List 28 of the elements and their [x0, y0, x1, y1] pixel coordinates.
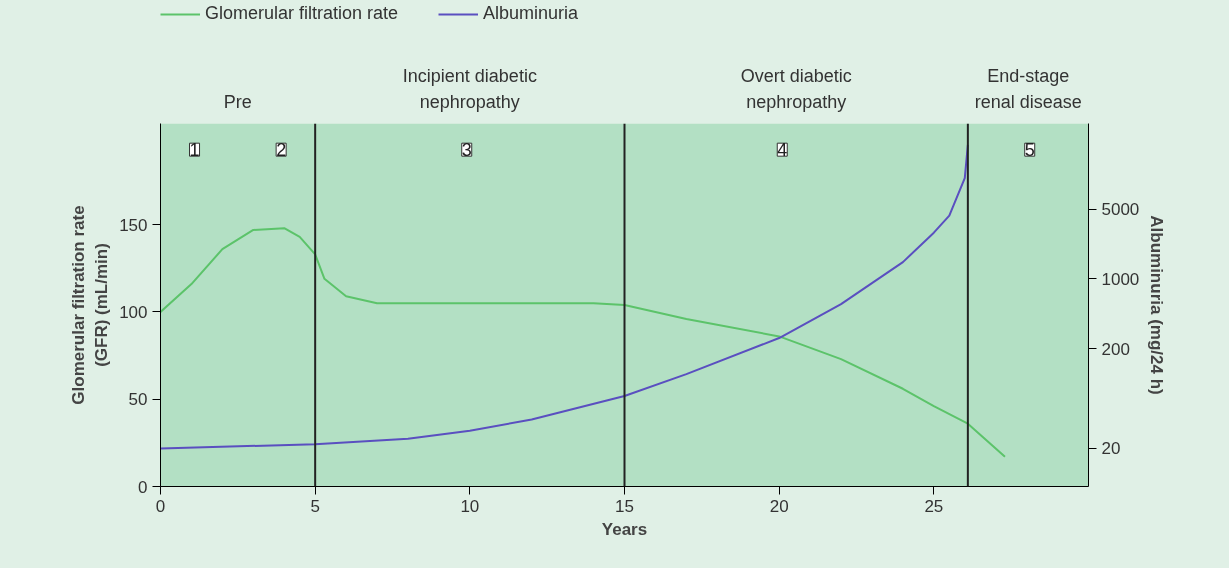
y2-tick-label: 200: [1101, 339, 1130, 359]
x-tick-label: 0: [155, 496, 166, 516]
annotation: 2: [276, 140, 287, 161]
legend-label: Glomerular filtration rate: [205, 3, 399, 24]
x-tick-label: 20: [769, 496, 789, 516]
y-tick-label: 50: [128, 390, 148, 410]
band-label: Overt diabetic nephropathy: [740, 65, 852, 112]
y2-tick-label: 5000: [1101, 200, 1140, 220]
y2-tick-label: 20: [1101, 439, 1121, 459]
x-tick-label: 25: [924, 496, 944, 516]
line-series: [160, 227, 1006, 458]
band-label: Pre: [223, 91, 252, 112]
annotation: 3: [461, 140, 472, 161]
y2-tick-label: 1000: [1101, 269, 1140, 289]
y-tick-label: 0: [138, 477, 148, 497]
x-tick-label: 5: [310, 496, 320, 516]
band-label: End-stage renal disease: [974, 65, 1082, 112]
x-axis-title: Years: [601, 519, 648, 539]
band-label: Incipient diabetic nephropathy: [402, 65, 537, 112]
legend-label: Albuminuria: [483, 3, 579, 24]
x-tick-label: 10: [460, 496, 480, 516]
x-tick-label: 15: [615, 496, 634, 516]
annotation: 1: [189, 140, 200, 161]
y2-axis-title: Albuminuria (mg/24 h): [1147, 215, 1167, 395]
y-tick-label: 100: [119, 302, 148, 322]
y-axis-title: Glomerular filtration rate (GFR) (mL/min): [69, 205, 112, 405]
annotation: 5: [1024, 140, 1035, 161]
y-tick-label: 150: [119, 215, 148, 235]
